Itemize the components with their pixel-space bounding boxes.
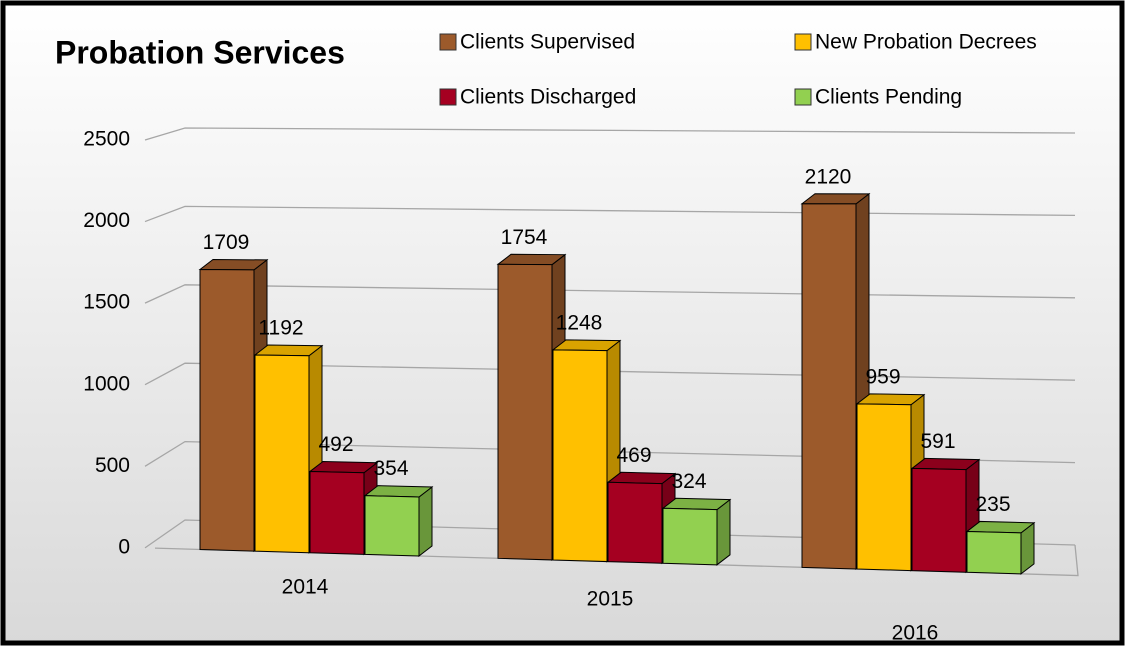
legend-swatch	[439, 88, 457, 106]
data-label: 235	[975, 493, 1010, 516]
bar	[363, 485, 434, 557]
grid-line	[144, 284, 1076, 304]
x-tick-label: 2014	[282, 576, 329, 599]
x-tick-label: 2016	[892, 622, 939, 645]
data-label: 354	[373, 457, 408, 480]
legend-swatch	[439, 33, 457, 51]
y-tick-label: 1500	[83, 291, 130, 314]
legend-swatch	[794, 88, 812, 106]
data-label: 324	[671, 470, 706, 493]
grid-line	[144, 127, 1076, 141]
data-label: 1248	[556, 311, 603, 334]
grid-line	[144, 440, 1076, 467]
y-tick-label: 500	[95, 454, 130, 477]
data-label: 469	[616, 444, 651, 467]
data-label: 1709	[203, 231, 250, 254]
y-tick-label: 1000	[83, 372, 130, 395]
bar	[965, 520, 1036, 575]
grid-line	[144, 205, 1076, 223]
data-label: 1192	[258, 317, 303, 340]
data-label: 492	[318, 433, 353, 456]
grid-line	[144, 519, 1076, 549]
legend-label: Clients Pending	[815, 86, 962, 109]
data-label: 2120	[805, 165, 852, 188]
chart-title: Probation Services	[55, 34, 345, 70]
legend-label: Clients Supervised	[460, 31, 635, 54]
legend-swatch	[794, 33, 812, 51]
data-label: 959	[865, 365, 900, 388]
data-label: 591	[920, 430, 955, 453]
bar	[661, 497, 732, 566]
data-label: 1754	[501, 226, 548, 249]
y-tick-label: 2500	[83, 128, 130, 151]
y-tick-label: 2000	[83, 209, 130, 232]
x-tick-label: 2015	[587, 588, 634, 611]
legend-label: Clients Discharged	[460, 86, 636, 109]
legend-label: New Probation Decrees	[815, 31, 1037, 54]
grid-line	[144, 362, 1076, 386]
y-tick-label: 0	[118, 535, 130, 558]
floor	[154, 544, 1079, 577]
